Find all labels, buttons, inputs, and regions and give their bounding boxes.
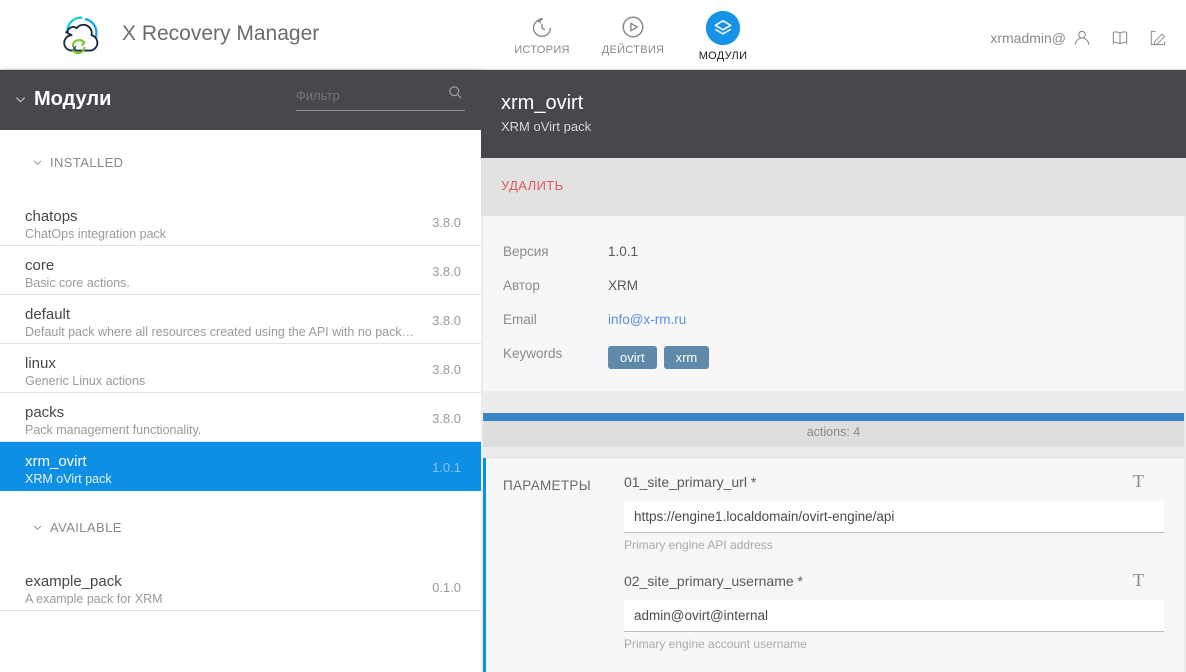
- svg-text:x: x: [72, 42, 77, 52]
